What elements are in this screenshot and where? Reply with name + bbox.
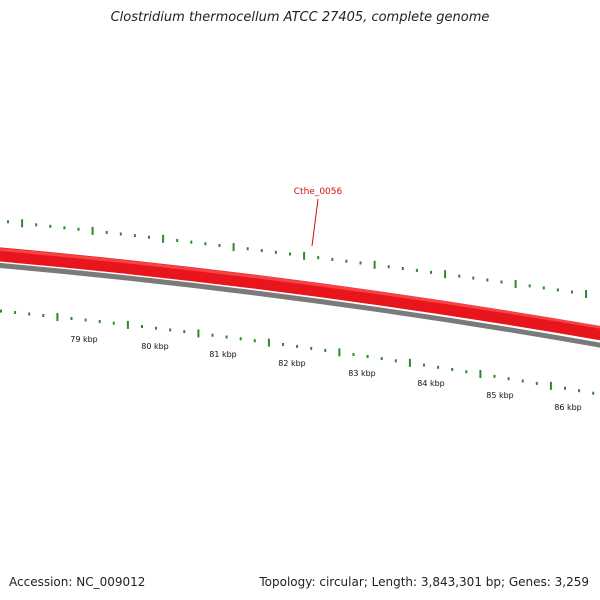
gene-callout-label[interactable]: Cthe_0056 bbox=[294, 187, 343, 197]
genome-backbone bbox=[0, 262, 600, 348]
gene-track-highlight bbox=[0, 247, 600, 329]
lower-tick-row bbox=[0, 309, 595, 395]
kbp-label: 83 kbp bbox=[348, 369, 376, 378]
kbp-label: 86 kbp bbox=[554, 403, 582, 412]
gene-callout-line bbox=[311, 198, 319, 247]
kbp-label: 84 kbp bbox=[417, 379, 445, 388]
kbp-scale-labels: 79 kbp 80 kbp 81 kbp 82 kbp 83 kbp 84 kbp 85 k… bbox=[70, 335, 582, 412]
kbp-label: 81 kbp bbox=[209, 350, 237, 359]
kbp-label: 80 kbp bbox=[141, 342, 169, 351]
kbp-label: 85 kbp bbox=[486, 391, 514, 400]
gene-track[interactable] bbox=[0, 247, 600, 341]
map-title: Clostridium thermocellum ATCC 27405, com… bbox=[110, 10, 490, 25]
genome-stats-text: Topology: circular; Length: 3,843,301 bp… bbox=[259, 575, 589, 589]
kbp-label: 82 kbp bbox=[278, 359, 306, 368]
kbp-label: 79 kbp bbox=[70, 335, 98, 344]
upper-tick-row bbox=[7, 219, 588, 298]
accession-text: Accession: NC_009012 bbox=[9, 575, 146, 589]
